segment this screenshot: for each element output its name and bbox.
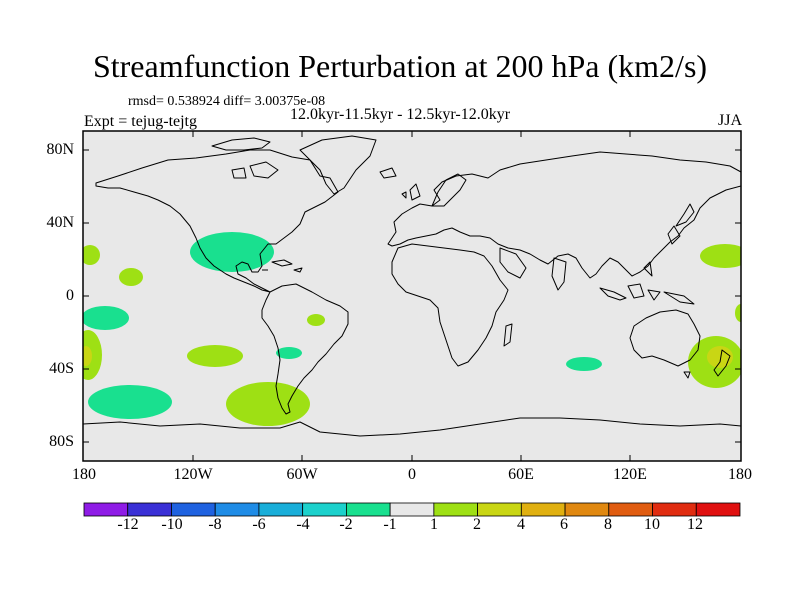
anomaly-east-edge-positive bbox=[735, 304, 741, 322]
anomaly-fields bbox=[83, 232, 741, 426]
colorbar-label-neg10: -10 bbox=[161, 516, 183, 533]
anomaly-west-pacific-east-core bbox=[83, 346, 92, 366]
colorbar-swatch-1 bbox=[127, 502, 172, 517]
lon-label-120w: 120W bbox=[173, 466, 213, 483]
colorbar-label-neg8: -8 bbox=[208, 516, 222, 533]
anomaly-pacific-positive bbox=[119, 268, 143, 286]
anomaly-new-zealand-core bbox=[707, 346, 733, 368]
colorbar-label-1: 1 bbox=[430, 516, 438, 533]
coast-maritime-asia bbox=[599, 225, 695, 305]
colorbar-swatch-0 bbox=[83, 502, 129, 517]
lon-label-180e: 180 bbox=[728, 466, 752, 483]
lat-label-40s: 40S bbox=[49, 360, 74, 377]
x-ticks bbox=[192, 131, 631, 461]
anomaly-south-atlantic-negative bbox=[276, 347, 302, 359]
lon-label-180w: 180 bbox=[72, 466, 96, 483]
colorbar-label-2: 2 bbox=[473, 516, 481, 533]
lat-label-80n: 80N bbox=[46, 141, 74, 158]
coastlines bbox=[83, 135, 741, 437]
anomaly-hawaii-positive bbox=[83, 245, 100, 265]
map-title: Streamfunction Perturbation at 200 hPa (… bbox=[92, 48, 708, 84]
coast-arctic-islands bbox=[211, 137, 279, 179]
coast-caribbean bbox=[262, 259, 303, 273]
coast-iceland bbox=[379, 167, 397, 179]
colorbar-swatch-5 bbox=[302, 502, 347, 517]
coast-greenland bbox=[299, 135, 377, 195]
colorbar-label-12: 12 bbox=[687, 516, 703, 533]
lon-label-60e: 60E bbox=[508, 466, 534, 483]
period-line: 12.0kyr-11.5kyr - 12.5kyr-12.0kyr bbox=[290, 106, 511, 123]
colorbar-swatch-3 bbox=[214, 502, 260, 517]
coast-north-america bbox=[95, 149, 339, 293]
coast-australia bbox=[629, 309, 701, 367]
colorbar-swatch-12 bbox=[608, 502, 653, 517]
stats-line: rmsd= 0.538924 diff= 3.00375e-08 bbox=[128, 94, 326, 109]
anomaly-south-pacific-negative bbox=[88, 385, 172, 419]
anomaly-northwest-pacific-positive bbox=[700, 244, 741, 268]
coast-antarctica bbox=[83, 417, 741, 437]
colorbar-label-neg1: -1 bbox=[383, 516, 397, 533]
map-background bbox=[83, 131, 741, 461]
lon-label-0: 0 bbox=[408, 466, 416, 483]
colorbar-label-neg4: -4 bbox=[296, 516, 310, 533]
coast-south-america bbox=[261, 283, 349, 415]
colorbar-label-neg6: -6 bbox=[252, 516, 266, 533]
anomaly-east-pacific-negative bbox=[83, 306, 129, 330]
lon-label-60w: 60W bbox=[286, 466, 318, 483]
colorbar-swatch-6 bbox=[345, 502, 391, 517]
anomaly-patagonia-positive bbox=[226, 382, 310, 426]
colorbar-label-6: 6 bbox=[560, 516, 568, 533]
colorbar-label-neg2: -2 bbox=[339, 516, 353, 533]
colorbar-label-4: 4 bbox=[517, 516, 525, 533]
anomaly-central-america-negative bbox=[190, 232, 274, 272]
colorbar-label-8: 8 bbox=[604, 516, 612, 533]
colorbar-swatch-8 bbox=[433, 502, 478, 517]
lat-label-0: 0 bbox=[66, 287, 74, 304]
anomaly-south-pacific-positive-a bbox=[187, 345, 243, 367]
colorbar-swatch-10 bbox=[520, 502, 566, 517]
coast-scandinavia bbox=[401, 173, 467, 207]
colorbar-swatch-4 bbox=[258, 502, 304, 517]
anomaly-indian-ocean-negative bbox=[566, 357, 602, 371]
colorbar-swatch-9 bbox=[477, 502, 522, 517]
anomaly-west-pacific-east-positive bbox=[83, 330, 102, 380]
anomaly-brazil-positive bbox=[307, 314, 325, 326]
coast-new-zealand bbox=[683, 349, 731, 379]
y-ticks bbox=[83, 149, 741, 443]
lon-label-120e: 120E bbox=[613, 466, 647, 483]
coast-africa bbox=[391, 243, 509, 367]
colorbar-label-10: 10 bbox=[644, 516, 660, 533]
coast-madagascar bbox=[503, 323, 513, 347]
colorbar-swatch-13 bbox=[652, 502, 697, 517]
colorbar-label-neg12: -12 bbox=[117, 516, 139, 533]
coast-eurasia bbox=[387, 151, 741, 279]
colorbar-swatch-7 bbox=[389, 502, 435, 517]
lat-label-40n: 40N bbox=[46, 214, 74, 231]
colorbar-swatch-11 bbox=[564, 502, 610, 517]
experiment-label: Expt = tejug-tejtg bbox=[84, 113, 197, 130]
colorbar bbox=[83, 502, 741, 517]
coast-japan bbox=[675, 203, 695, 227]
lat-label-80s: 80S bbox=[49, 433, 74, 450]
colorbar-swatch-2 bbox=[171, 502, 216, 517]
colorbar-swatch-14 bbox=[695, 502, 741, 517]
coast-arabia-india bbox=[499, 247, 567, 291]
season-label: JJA bbox=[717, 112, 742, 129]
